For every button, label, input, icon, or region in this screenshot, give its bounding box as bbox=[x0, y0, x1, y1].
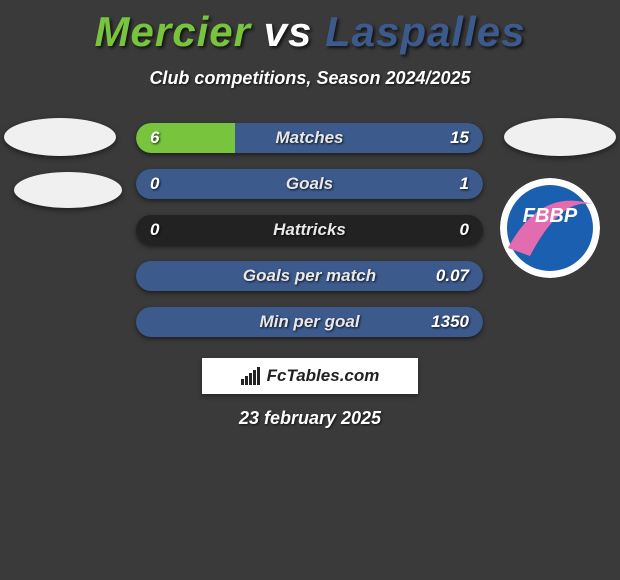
stat-bar: 0Hattricks0 bbox=[136, 215, 483, 245]
logo-text: FBBP bbox=[523, 205, 578, 227]
player2-name: Laspalles bbox=[325, 8, 525, 55]
stat-value-right: 0.07 bbox=[436, 261, 469, 291]
club-logo: FBBP bbox=[500, 178, 600, 278]
stat-label: Hattricks bbox=[136, 215, 483, 245]
brand-box: FcTables.com bbox=[202, 358, 418, 394]
stat-bars: 6Matches150Goals10Hattricks0Goals per ma… bbox=[136, 123, 483, 353]
left-badge-2 bbox=[14, 172, 122, 208]
stat-bar: Goals per match0.07 bbox=[136, 261, 483, 291]
stat-value-right: 1 bbox=[460, 169, 469, 199]
page-title: Mercier vs Laspalles bbox=[0, 0, 620, 56]
barchart-icon bbox=[241, 367, 261, 385]
subtitle: Club competitions, Season 2024/2025 bbox=[0, 68, 620, 89]
stat-label: Goals per match bbox=[136, 261, 483, 291]
stat-value-right: 15 bbox=[450, 123, 469, 153]
date: 23 february 2025 bbox=[0, 408, 620, 429]
stat-label: Goals bbox=[136, 169, 483, 199]
vs-text: vs bbox=[264, 8, 313, 55]
stat-bar: 0Goals1 bbox=[136, 169, 483, 199]
stat-value-right: 1350 bbox=[431, 307, 469, 337]
comparison-infographic: Mercier vs Laspalles Club competitions, … bbox=[0, 0, 620, 580]
stat-bar: 6Matches15 bbox=[136, 123, 483, 153]
stat-label: Matches bbox=[136, 123, 483, 153]
logo-bg bbox=[507, 185, 593, 271]
stat-value-right: 0 bbox=[460, 215, 469, 245]
brand-text: FcTables.com bbox=[267, 366, 380, 386]
left-badge-1 bbox=[4, 118, 116, 156]
right-badge-1 bbox=[504, 118, 616, 156]
player1-name: Mercier bbox=[95, 8, 251, 55]
stat-bar: Min per goal1350 bbox=[136, 307, 483, 337]
